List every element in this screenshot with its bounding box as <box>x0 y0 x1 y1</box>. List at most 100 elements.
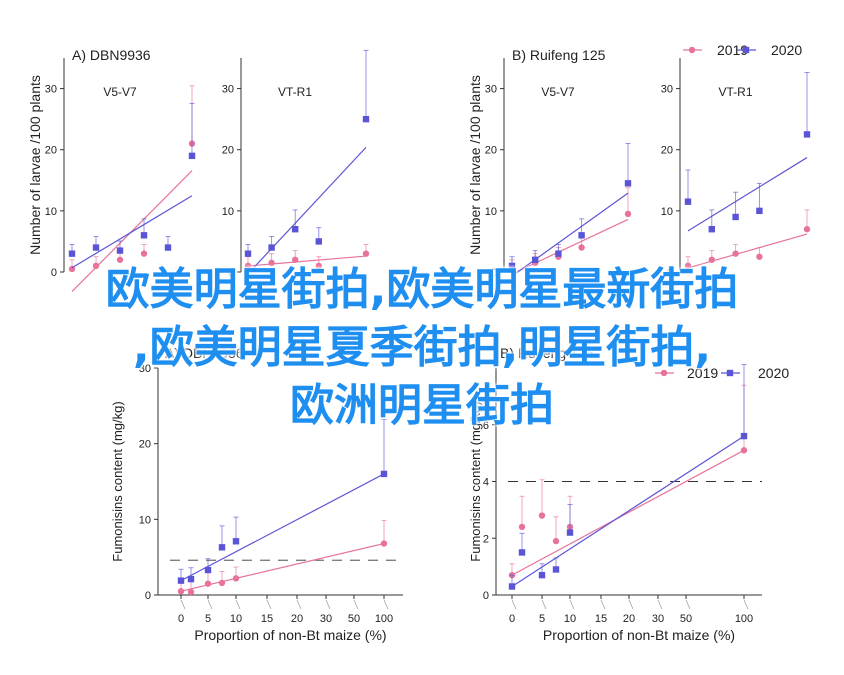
y-tick-label-20: 20 <box>45 145 57 157</box>
y-tick-label-10: 10 <box>661 206 673 218</box>
data-point-2020 <box>218 544 226 551</box>
data-point-2019 <box>232 575 240 582</box>
data-point-2019 <box>803 226 811 233</box>
legend-2019-marker <box>688 46 696 54</box>
data-point-2020 <box>508 583 516 590</box>
data-point-2020 <box>164 244 172 251</box>
y-tick-label-4: 4 <box>483 477 489 489</box>
x-tick-connector-10 <box>235 599 241 610</box>
x-tick-connector-15 <box>600 599 606 610</box>
x-tick-label-10: 10 <box>564 613 576 625</box>
subplot-title-V5-V7: V5-V7 <box>103 85 137 99</box>
x-tick-connector-5 <box>541 599 547 610</box>
data-point-2020 <box>177 577 185 584</box>
data-point-2019 <box>740 447 748 454</box>
bottom-panel-title-B: B) Ruifeng 125 <box>500 345 594 361</box>
x-tick-connector-20 <box>296 599 302 610</box>
data-point-2019 <box>315 262 322 270</box>
x-tick-label-100: 100 <box>375 613 393 625</box>
x-tick-connector-15 <box>266 599 272 610</box>
data-point-2020 <box>732 213 739 221</box>
y-tick-label-10: 10 <box>139 514 151 526</box>
fit-line-2020 <box>511 192 629 277</box>
data-point-2019 <box>362 250 370 257</box>
bottom-legend-2020-marker <box>726 369 734 377</box>
y-tick-label-0: 0 <box>483 590 489 602</box>
overlay-text-line-1: 欧美明星街拍,欧美明星最新街拍 <box>105 264 739 315</box>
data-point-2020 <box>552 566 560 573</box>
x-tick-connector-100 <box>743 599 749 610</box>
y-axis-label-larvae-A: Number of larvae /100 plants <box>27 75 43 255</box>
bottom-panel-title-A: A) DBN9936 <box>165 345 244 361</box>
data-point-2019 <box>708 256 715 263</box>
x-tick-connector-50 <box>685 599 691 610</box>
y-tick-label-0: 0 <box>145 590 151 602</box>
y-tick-label-30: 30 <box>661 84 673 96</box>
data-point-2020 <box>68 250 76 257</box>
y-axis-label-fumonisins-B: Fumonisins content (mg/kg) <box>468 401 483 561</box>
overlay-text-line-2: ,欧美明星夏季街拍,明星街拍, <box>132 322 712 373</box>
bottom-legend-2019-marker <box>660 369 668 377</box>
x-axis-label-A: Proportion of non-Bt maize (%) <box>194 627 386 643</box>
y-axis-label-fumonisins-A: Fumonisins content (mg/kg) <box>110 401 125 561</box>
y-axis-label-larvae-B: Number of larvae /100 plants <box>467 75 483 255</box>
x-tick-connector-5 <box>207 599 213 610</box>
x-tick-label-30: 30 <box>320 613 332 625</box>
y-tick-label-20: 20 <box>139 439 151 451</box>
data-point-2020 <box>204 566 212 574</box>
data-point-2020 <box>566 529 574 536</box>
data-point-2020 <box>116 247 124 254</box>
y-tick-label-0: 0 <box>667 267 673 279</box>
data-point-2020 <box>268 244 275 251</box>
x-tick-label-5: 5 <box>205 613 211 625</box>
legend-2020-marker <box>742 46 750 54</box>
fit-line-2020 <box>247 146 367 275</box>
fit-line-2020 <box>687 157 808 232</box>
x-tick-label-5: 5 <box>539 613 545 625</box>
data-point-2020 <box>380 470 388 478</box>
data-point-2020 <box>292 226 299 233</box>
data-point-2020 <box>232 538 240 545</box>
x-tick-label-50: 50 <box>680 613 692 625</box>
data-point-2020 <box>518 549 526 556</box>
data-point-2019 <box>116 256 124 263</box>
fit-line-2020 <box>511 435 745 587</box>
x-tick-label-0: 0 <box>178 613 184 625</box>
fit-line-2019 <box>511 218 629 275</box>
fit-line-2019 <box>511 449 745 576</box>
x-tick-label-30: 30 <box>652 613 664 625</box>
x-tick-connector-10 <box>569 599 575 610</box>
y-tick-label-10: 10 <box>485 206 497 218</box>
data-point-2020 <box>578 232 585 239</box>
data-point-2020 <box>244 250 252 257</box>
data-point-2020 <box>756 207 763 215</box>
data-point-2019 <box>578 244 585 251</box>
data-point-2020 <box>684 198 692 205</box>
overlay-text-line-3: 欧洲明星街拍 <box>290 380 554 431</box>
fit-line-2019 <box>247 255 367 267</box>
y-tick-label-0: 0 <box>491 267 497 279</box>
bottom-legend-2019-label: 2019 <box>687 365 718 381</box>
x-tick-label-50: 50 <box>348 613 360 625</box>
subplot-title-V5-V7: V5-V7 <box>541 85 575 99</box>
x-tick-connector-100 <box>383 599 389 610</box>
data-point-2019 <box>756 253 763 260</box>
y-tick-label-20: 20 <box>485 145 497 157</box>
y-tick-label-20: 20 <box>222 145 234 157</box>
data-point-2020 <box>140 232 148 239</box>
data-point-2019 <box>204 580 212 587</box>
y-tick-label-30: 30 <box>485 84 497 96</box>
x-tick-label-20: 20 <box>623 613 635 625</box>
data-point-2019 <box>732 250 739 257</box>
y-tick-label-0: 0 <box>228 267 234 279</box>
data-point-2019 <box>518 523 526 531</box>
y-tick-label-0: 0 <box>51 267 57 279</box>
data-point-2019 <box>187 588 195 596</box>
data-point-2020 <box>803 131 811 138</box>
data-point-2020 <box>508 262 516 270</box>
data-point-2019 <box>92 262 100 270</box>
y-tick-label-30: 30 <box>45 84 57 96</box>
data-point-2019 <box>268 259 275 267</box>
data-point-2020 <box>188 152 196 160</box>
x-tick-label-20: 20 <box>291 613 303 625</box>
